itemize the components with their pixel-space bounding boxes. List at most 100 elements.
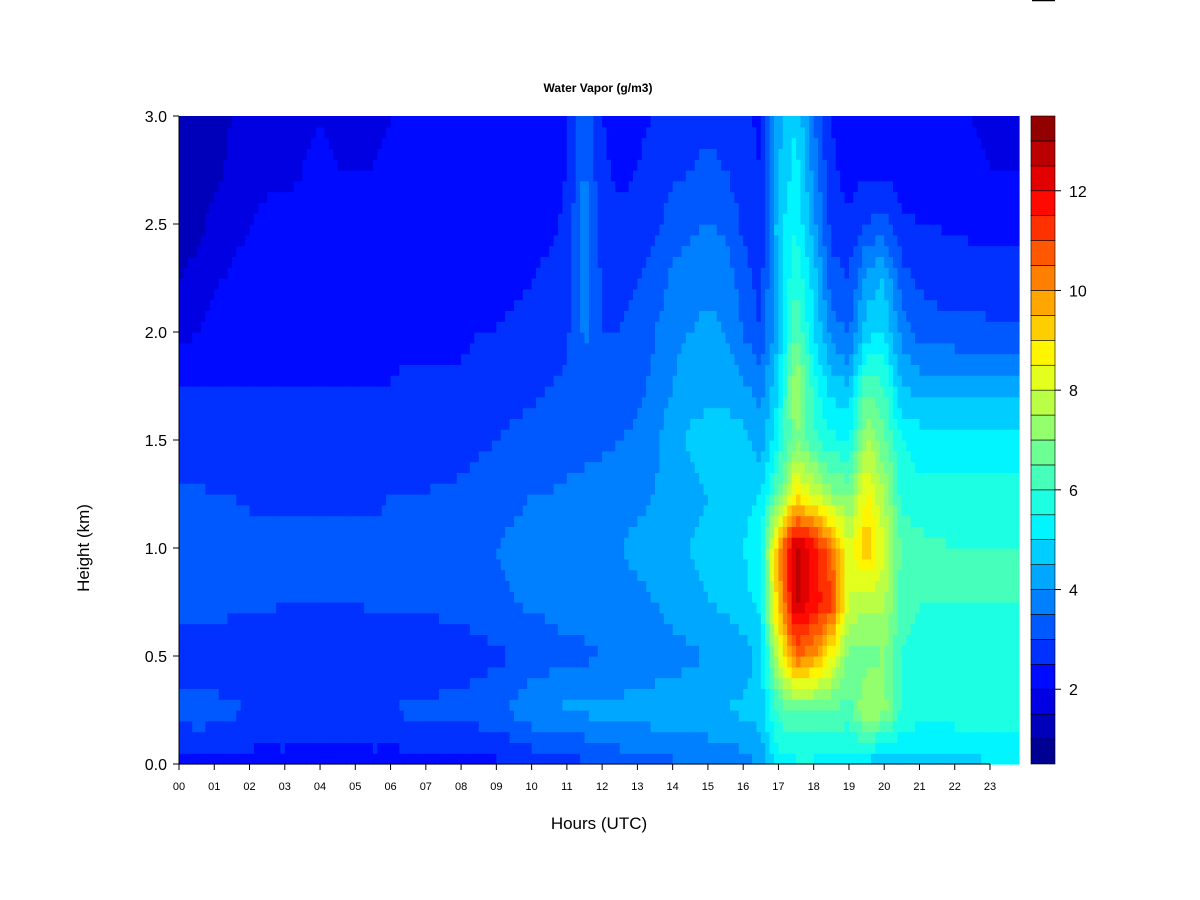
heatmap-cell (469, 666, 475, 679)
heatmap-cell (491, 731, 497, 743)
heatmap-cell (284, 591, 290, 603)
heatmap-cell (240, 256, 246, 268)
heatmap-cell (315, 170, 321, 182)
heatmap-cell (201, 526, 207, 538)
heatmap-cell (218, 461, 224, 473)
heatmap-cell (183, 569, 189, 581)
heatmap-cell (474, 288, 480, 301)
heatmap-cell (469, 256, 475, 268)
heatmap-cell (306, 386, 312, 398)
heatmap-cell (350, 515, 356, 527)
heatmap-cell (465, 666, 471, 679)
heatmap-cell (443, 407, 449, 419)
heatmap-cell (443, 191, 449, 203)
heatmap-cell (430, 666, 436, 679)
heatmap-cell (258, 666, 264, 679)
heatmap-cell (434, 688, 440, 700)
heatmap-cell (500, 126, 506, 139)
heatmap-cell (505, 278, 511, 290)
heatmap-cell (223, 440, 229, 452)
heatmap-cell (262, 180, 268, 193)
heatmap-cell (205, 612, 211, 625)
heatmap-cell (227, 288, 233, 301)
heatmap-cell (536, 504, 542, 517)
heatmap-cell (390, 580, 396, 592)
heatmap-cell (179, 278, 185, 290)
heatmap-cell (245, 720, 251, 733)
heatmap-cell (306, 504, 312, 517)
heatmap-cell (474, 591, 480, 603)
heatmap-cell (350, 494, 356, 506)
heatmap-cell (513, 310, 519, 322)
heatmap-cell (443, 558, 449, 571)
heatmap-cell (536, 753, 542, 765)
heatmap-cell (403, 407, 409, 419)
heatmap-cell (491, 137, 497, 149)
heatmap-cell (328, 342, 334, 355)
heatmap-cell (417, 666, 423, 679)
heatmap-cell (500, 116, 506, 128)
heatmap-cell (461, 180, 467, 193)
heatmap-cell (298, 753, 304, 765)
heatmap-cell (443, 526, 449, 538)
heatmap-cell (262, 656, 268, 668)
heatmap-cell (227, 634, 233, 646)
heatmap-cell (496, 245, 502, 257)
heatmap-cell (478, 299, 484, 311)
heatmap-cell (275, 634, 281, 646)
heatmap-cell (214, 267, 220, 279)
heatmap-cell (187, 191, 193, 203)
heatmap-cell (456, 494, 462, 506)
heatmap-cell (421, 429, 427, 441)
heatmap-cell (518, 440, 524, 452)
heatmap-cell (192, 396, 198, 409)
heatmap-cell (408, 191, 414, 203)
heatmap-cell (236, 332, 242, 344)
heatmap-cell (491, 548, 497, 560)
heatmap-cell (209, 753, 215, 765)
heatmap-cell (328, 321, 334, 333)
heatmap-cell (522, 612, 528, 625)
heatmap-cell (346, 191, 352, 203)
heatmap-cell (262, 148, 268, 160)
heatmap-cell (218, 332, 224, 344)
heatmap-cell (342, 213, 348, 225)
heatmap-cell (509, 288, 515, 301)
heatmap-cell (223, 245, 229, 257)
heatmap-cell (522, 742, 528, 754)
heatmap-cell (430, 288, 436, 301)
heatmap-cell (447, 278, 453, 290)
heatmap-cell (209, 677, 215, 689)
heatmap-cell (320, 548, 326, 560)
heatmap-cell (425, 753, 431, 765)
heatmap-cell (262, 321, 268, 333)
heatmap-cell (196, 234, 202, 247)
heatmap-cell (293, 656, 299, 668)
heatmap-cell (372, 515, 378, 527)
heatmap-cell (447, 321, 453, 333)
heatmap-cell (483, 666, 489, 679)
heatmap-cell (245, 148, 251, 160)
heatmap-cell (311, 753, 317, 765)
heatmap-cell (249, 418, 255, 430)
heatmap-cell (386, 202, 392, 214)
heatmap-cell (346, 472, 352, 484)
heatmap-cell (298, 234, 304, 247)
heatmap-cell (275, 440, 281, 452)
heatmap-cell (284, 353, 290, 365)
heatmap-cell (377, 666, 383, 679)
heatmap-cell (249, 656, 255, 668)
heatmap-cell (253, 170, 259, 182)
heatmap-cell (417, 234, 423, 247)
heatmap-cell (192, 321, 198, 333)
heatmap-cell (187, 461, 193, 473)
heatmap-cell (187, 180, 193, 193)
heatmap-cell (443, 742, 449, 754)
heatmap-cell (187, 234, 193, 247)
heatmap-cell (487, 364, 493, 376)
heatmap-cell (355, 515, 361, 527)
heatmap-cell (469, 753, 475, 765)
heatmap-cell (434, 645, 440, 657)
heatmap-cell (346, 537, 352, 549)
heatmap-cell (302, 548, 308, 560)
